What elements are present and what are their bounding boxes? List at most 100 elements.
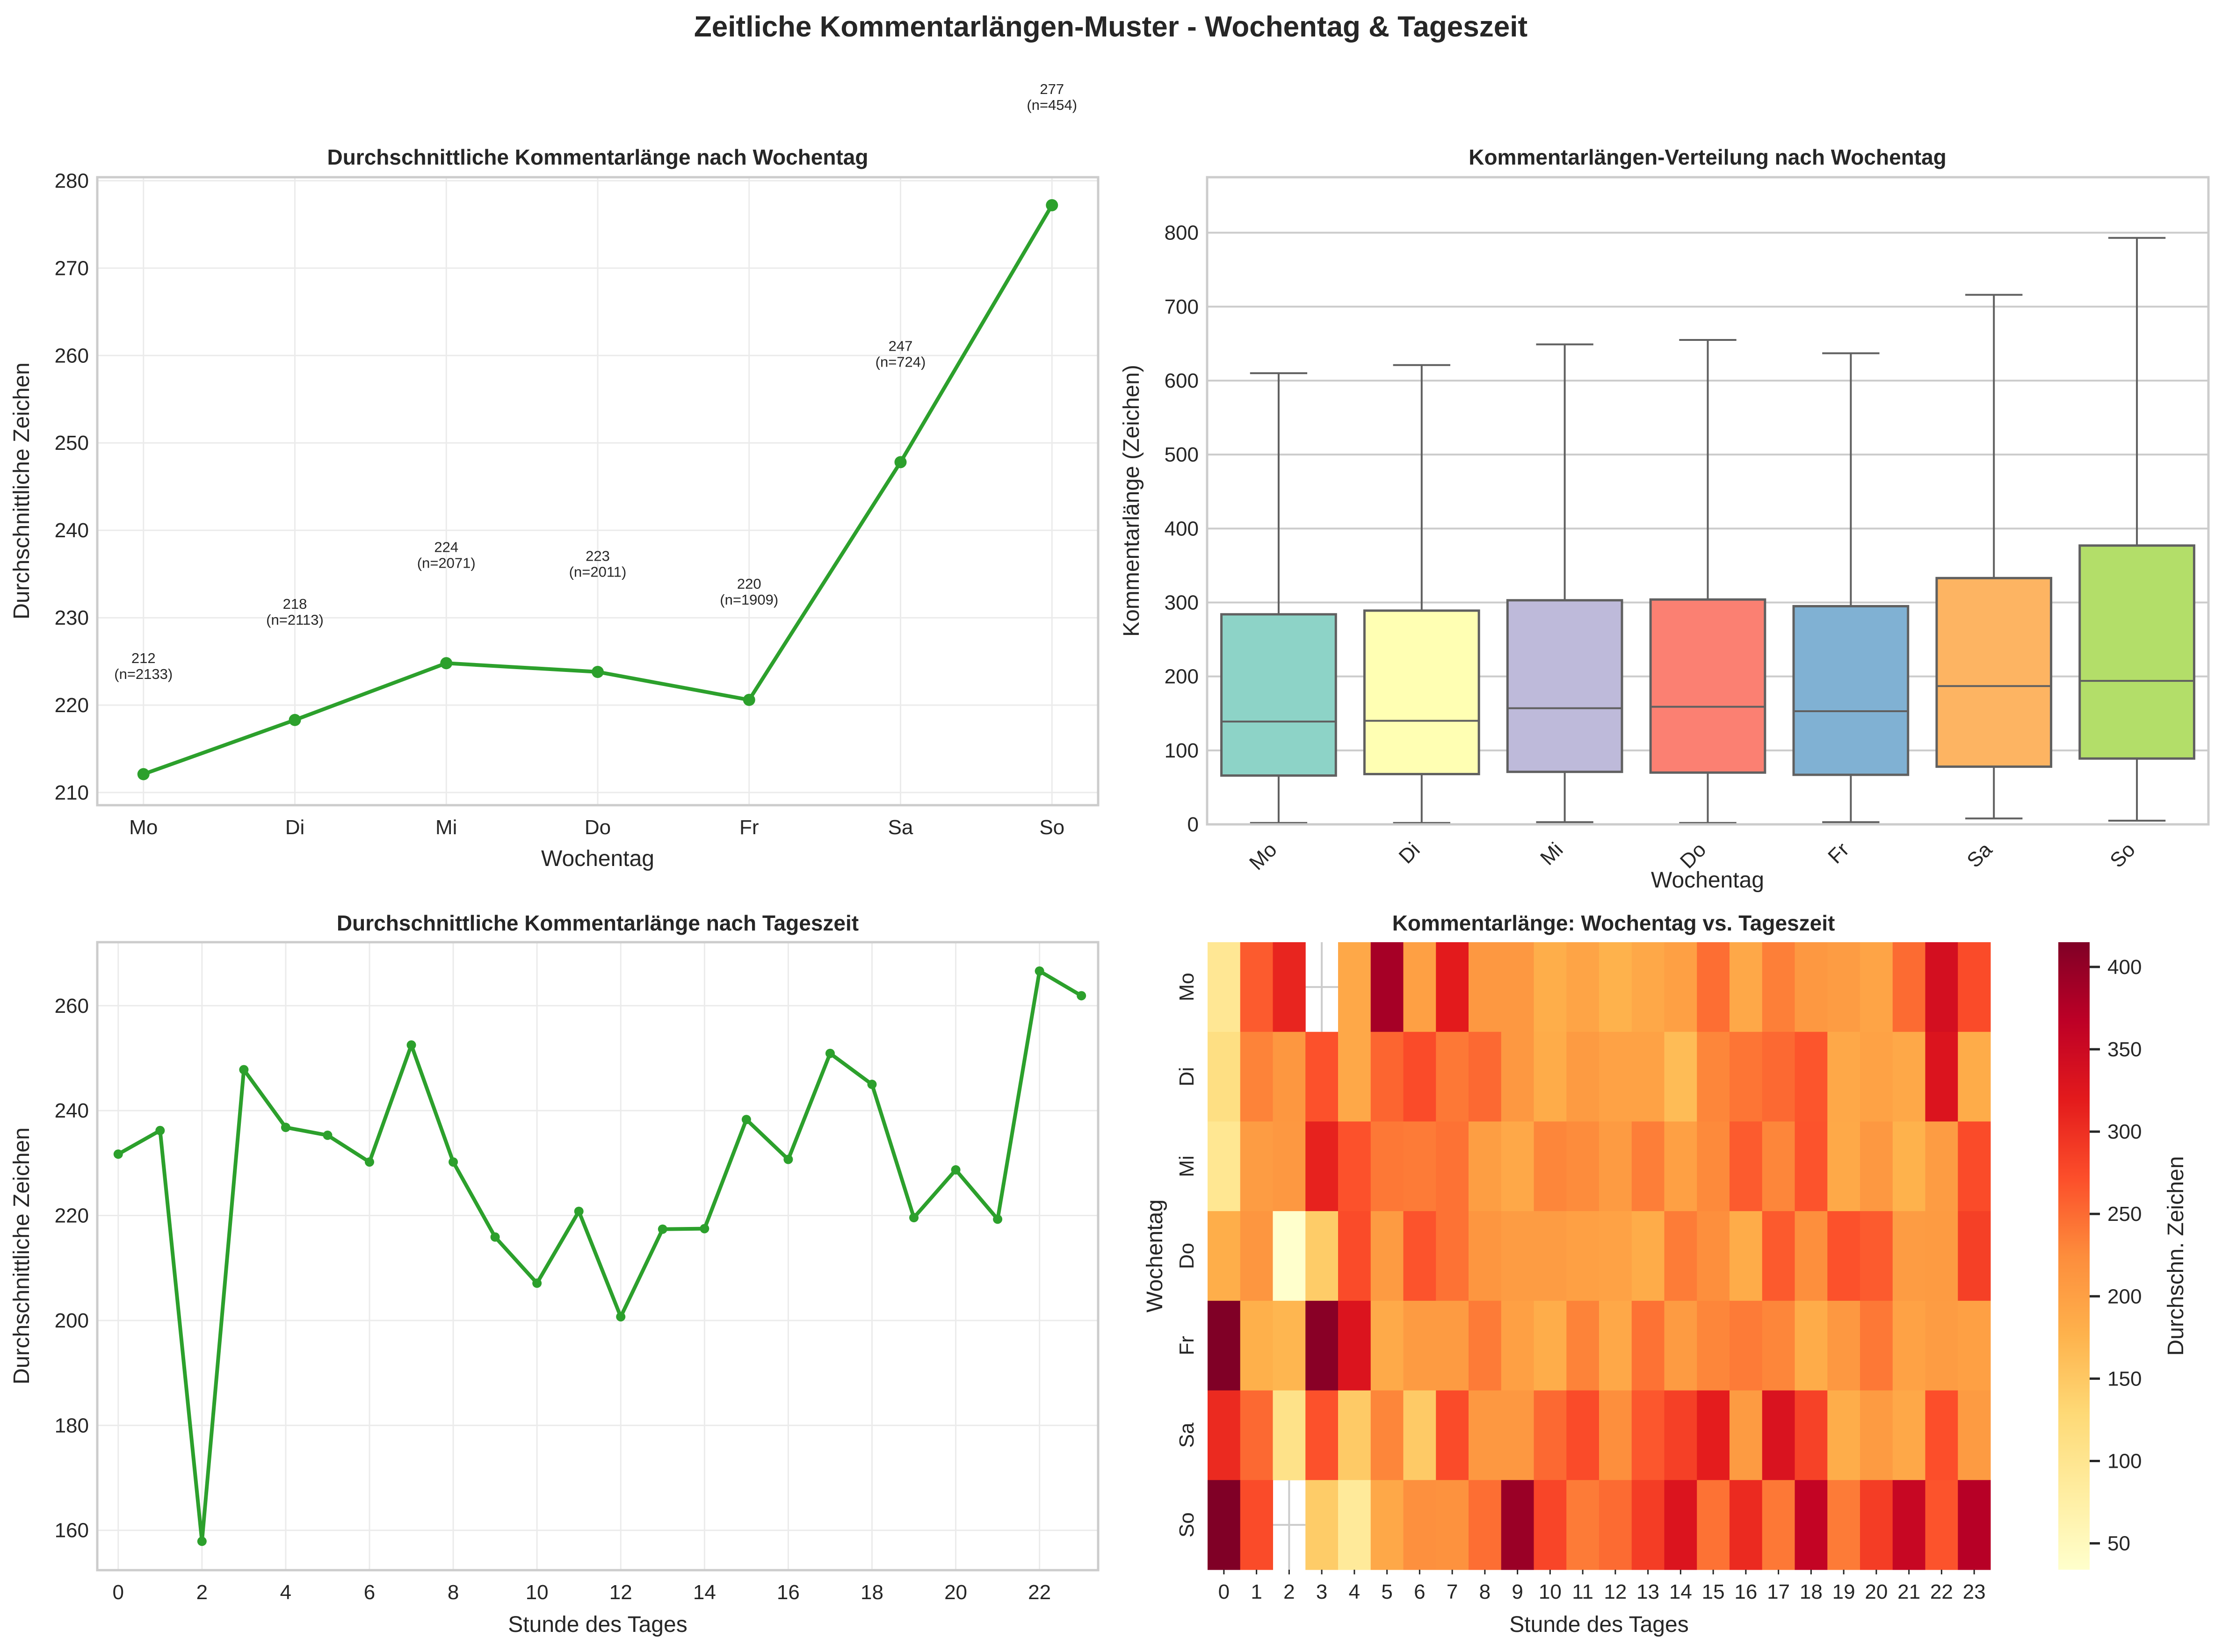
heatmap-cell <box>1305 1300 1339 1391</box>
data-point <box>783 1154 793 1164</box>
xtick-label: 0 <box>1218 1580 1230 1603</box>
xtick-label: 2 <box>1283 1580 1295 1603</box>
xtick-label: So <box>2106 838 2140 872</box>
heatmap-cell <box>1762 1121 1795 1212</box>
heatmap-cell <box>1501 1390 1534 1480</box>
ytick-label: 0 <box>1187 813 1199 836</box>
heatmap-cell <box>1925 942 1958 1032</box>
colorbar-tick-label: 400 <box>2107 956 2142 979</box>
colorbar-label: Durchschn. Zeichen <box>2164 1156 2188 1356</box>
heatmap-cell <box>1631 1032 1665 1122</box>
heatmap-cell <box>1795 1211 1828 1301</box>
heatmap-cell <box>1925 1390 1958 1480</box>
heatmap-cell <box>1566 1300 1600 1391</box>
data-point <box>1035 966 1044 976</box>
ytick-label: 180 <box>55 1414 89 1437</box>
colorbar-tick-label: 350 <box>2107 1038 2142 1061</box>
heatmap-cell <box>1762 942 1795 1032</box>
annotation-count: (n=1909) <box>720 592 778 608</box>
heatmap-cell <box>1208 1121 1241 1212</box>
heatmap-cell <box>1566 1121 1600 1212</box>
xtick-label: 16 <box>777 1581 800 1604</box>
ytick-label: 200 <box>55 1309 89 1332</box>
heatmap-cell <box>1827 1121 1860 1212</box>
xtick-label: Sa <box>1962 838 1997 872</box>
hour-line-axes-frame <box>96 941 1100 1572</box>
annotation-count: (n=454) <box>1027 97 1077 113</box>
heatmap-cell <box>1370 1390 1404 1480</box>
xtick-label: 6 <box>364 1581 375 1604</box>
ytick-label: 800 <box>1165 222 1199 245</box>
heatmap-cell <box>1958 1121 1991 1212</box>
heatmap-cell <box>1338 1390 1371 1480</box>
heatmap-cell <box>1860 1121 1893 1212</box>
heatmap-cell <box>1469 1211 1502 1301</box>
xtick-label: 10 <box>1539 1580 1562 1603</box>
annotation-value: 247 <box>889 338 913 354</box>
weekday-box-axes-frame <box>1206 176 2210 826</box>
hour-line-ylabel: Durchschnittliche Zeichen <box>9 1127 34 1385</box>
heatmap-cell <box>1273 1032 1306 1122</box>
data-point <box>406 1040 416 1050</box>
heatmap-cell <box>1338 1211 1371 1301</box>
colorbar-tick-label: 150 <box>2107 1367 2142 1390</box>
weekday-line-chart: Durchschnittliche Kommentarlänge nach Wo… <box>9 81 1100 871</box>
ytick-label: 400 <box>1165 517 1199 540</box>
ytick-label: 240 <box>55 1099 89 1122</box>
heatmap-cell <box>1599 1300 1632 1391</box>
xtick-label: 1 <box>1251 1580 1262 1603</box>
heatmap-cell <box>1599 1480 1632 1570</box>
heatmap-cell <box>1273 1390 1306 1480</box>
heatmap-cell <box>1534 1300 1567 1391</box>
ytick-label: 280 <box>55 169 89 192</box>
heatmap-cell <box>1762 1300 1795 1391</box>
data-point <box>532 1278 542 1288</box>
ytick-label: 260 <box>55 995 89 1017</box>
heatmap-cell <box>1664 942 1697 1032</box>
hour-line-xlabel: Stunde des Tages <box>508 1612 687 1637</box>
data-point <box>440 657 453 670</box>
data-point <box>281 1123 290 1133</box>
heatmap-cell <box>1730 942 1763 1032</box>
ytick-label: 240 <box>55 519 89 542</box>
heatmap-cell <box>1795 1032 1828 1122</box>
xtick-label: 23 <box>1963 1580 1986 1603</box>
heatmap-cell <box>1697 1390 1730 1480</box>
heatmap-cell <box>1892 1480 1925 1570</box>
heatmap-cell <box>1566 1211 1600 1301</box>
heatmap-cell <box>1958 1390 1991 1480</box>
xtick-label: 2 <box>196 1581 208 1604</box>
heatmap-cell <box>1730 1480 1763 1570</box>
data-point <box>741 1115 751 1125</box>
data-point <box>574 1206 584 1216</box>
heatmap-cell <box>1599 942 1632 1032</box>
ytick-label: So <box>1175 1512 1198 1537</box>
data-point <box>894 456 907 469</box>
heatmap-cell <box>1370 1211 1404 1301</box>
figure-suptitle: Zeitliche Kommentarlängen-Muster - Woche… <box>694 11 1527 43</box>
xtick-label: 15 <box>1702 1580 1725 1603</box>
heatmap-cell <box>1892 1121 1925 1212</box>
heatmap-cell <box>1208 1300 1241 1391</box>
heatmap-cell <box>1534 1121 1567 1212</box>
annotation-value: 220 <box>737 576 761 592</box>
heatmap-cell <box>1403 1390 1436 1480</box>
heatmap-cell <box>1958 1300 1991 1391</box>
heatmap-cell <box>1860 1390 1893 1480</box>
xtick-label: 8 <box>448 1581 459 1604</box>
heatmap-cell <box>1958 942 1991 1032</box>
heatmap-cell <box>1631 1390 1665 1480</box>
data-point <box>289 714 301 726</box>
xtick-label: 5 <box>1381 1580 1392 1603</box>
xtick-label: Mo <box>129 816 158 839</box>
xtick-label: 20 <box>1865 1580 1888 1603</box>
heatmap-cell <box>1501 1032 1534 1122</box>
xtick-label: 3 <box>1316 1580 1327 1603</box>
heatmap-cell <box>1664 1480 1697 1570</box>
box-iqr <box>2078 544 2195 760</box>
heatmap-cell <box>1436 1300 1469 1391</box>
xtick-label: 21 <box>1897 1580 1920 1603</box>
xtick-label: Di <box>285 816 305 839</box>
heatmap-cell <box>1795 1390 1828 1480</box>
colorbar-tick-label: 250 <box>2107 1203 2142 1226</box>
